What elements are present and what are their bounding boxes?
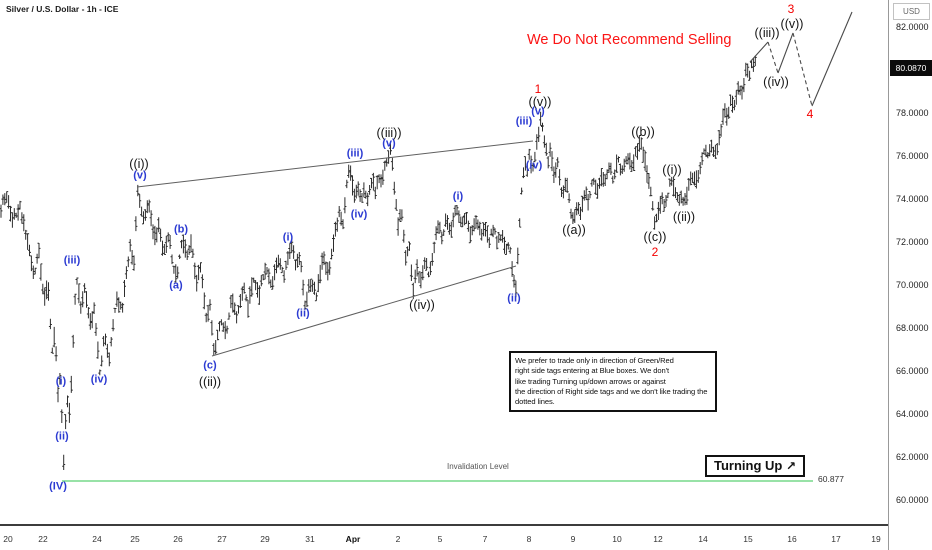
wave-label[interactable]: ((iv))	[763, 74, 789, 89]
price-axis-tick: 64.0000	[896, 409, 929, 419]
time-axis-tick: 19	[871, 534, 881, 544]
projection-dotted-line[interactable]	[792, 32, 813, 107]
time-axis-tick: 27	[217, 534, 227, 544]
wave-label[interactable]: (a)	[169, 279, 183, 292]
time-axis-tick: 17	[831, 534, 841, 544]
time-axis-tick: 20	[3, 534, 13, 544]
time-axis-tick: 29	[260, 534, 270, 544]
time-axis-tick: 16	[787, 534, 797, 544]
annotation-line: We prefer to trade only in direction of …	[515, 356, 674, 365]
turning-up-label: Turning Up	[714, 458, 783, 473]
turning-up-badge[interactable]: Turning Up ↗	[705, 455, 806, 477]
wave-label[interactable]: 2	[651, 245, 659, 259]
price-axis-tick: 68.0000	[896, 323, 929, 333]
time-axis-tick: 7	[482, 534, 488, 544]
wave-label[interactable]: (i)	[452, 190, 464, 203]
price-axis-tick: 82.0000	[896, 22, 929, 32]
annotation-line: like trading Turning up/down arrows or a…	[515, 376, 666, 386]
wave-label[interactable]: (ii)	[507, 292, 521, 305]
wave-label[interactable]: ((c))	[643, 229, 667, 244]
currency-label: USD	[893, 3, 930, 20]
price-axis[interactable]: USD 82.0000 78.0000 76.0000 74.0000 72.0000 7…	[888, 0, 932, 550]
wave-label[interactable]: ((iii))	[754, 25, 780, 40]
time-axis-tick: 26	[173, 534, 183, 544]
time-axis-tick: 12	[653, 534, 663, 544]
projection-line[interactable]	[749, 41, 769, 63]
time-axis-tick: 14	[698, 534, 708, 544]
wave-label[interactable]: (c)	[203, 359, 217, 372]
wave-label[interactable]: 3	[787, 2, 795, 16]
wave-label[interactable]: (ii)	[55, 430, 69, 443]
annotation-line: the direction of Right side tags and we …	[515, 386, 708, 396]
wave-label[interactable]: 4	[806, 107, 814, 121]
time-axis-tick: 31	[305, 534, 315, 544]
price-axis-tick: 70.0000	[896, 280, 929, 290]
price-axis-tick: 78.0000	[896, 108, 929, 118]
wave-label[interactable]: ((ii))	[198, 374, 222, 389]
wave-label[interactable]: (iii)	[515, 115, 533, 128]
current-price-badge: 80.0870	[890, 60, 932, 76]
wave-label[interactable]: ((iv))	[409, 297, 435, 312]
projection-dotted-line[interactable]	[767, 41, 779, 74]
projection-line[interactable]	[811, 11, 853, 107]
wave-label[interactable]: (i)	[282, 231, 294, 244]
wave-label[interactable]: (IV)	[49, 480, 67, 493]
wave-label[interactable]: ((b))	[631, 124, 655, 139]
annotation-box[interactable]: We prefer to trade only in direction of …	[509, 351, 717, 413]
trend-up-arrow-icon: ↗	[785, 459, 797, 473]
wave-label[interactable]: (b)	[173, 223, 189, 236]
wave-label[interactable]: ((iii))	[376, 125, 402, 140]
time-axis-tick: 9	[570, 534, 576, 544]
invalidation-price-label: 60.877	[818, 474, 844, 484]
time-axis-tick: 10	[612, 534, 622, 544]
wave-label[interactable]: (v)	[531, 105, 545, 118]
time-axis-tick: Apr	[345, 534, 361, 544]
warning-text: We Do Not Recommend Selling	[527, 32, 732, 48]
time-axis-tick: 24	[92, 534, 102, 544]
symbol-title: Silver / U.S. Dollar - 1h - ICE	[6, 4, 119, 14]
annotation-lines: We prefer to trade only in direction of …	[515, 356, 711, 407]
wave-label[interactable]: (v)	[382, 137, 396, 150]
wave-label[interactable]: ((i))	[129, 156, 149, 171]
invalidation-level-label: Invalidation Level	[447, 462, 509, 471]
wave-label[interactable]: (v)	[133, 169, 147, 182]
time-axis-tick: 2	[395, 534, 401, 544]
wave-label[interactable]: ((a))	[562, 222, 586, 237]
ohlc-bars	[0, 55, 757, 470]
time-axis-tick: 15	[743, 534, 753, 544]
time-axis-tick: 5	[437, 534, 443, 544]
price-axis-tick: 66.0000	[896, 366, 929, 376]
wave-label[interactable]: ((v))	[528, 94, 552, 109]
time-axis-tick: 25	[130, 534, 140, 544]
wave-label[interactable]: (ii)	[296, 307, 310, 320]
annotation-line: right side tags entering at Blue boxes. …	[515, 366, 669, 376]
wave-label[interactable]: (iii)	[346, 147, 364, 160]
price-axis-tick: 76.0000	[896, 151, 929, 161]
price-axis-tick: 74.0000	[896, 194, 929, 204]
trend-channel-line[interactable]	[136, 140, 534, 188]
price-axis-tick: 60.0000	[896, 495, 929, 505]
wave-label[interactable]: (iv)	[525, 159, 543, 172]
wave-label[interactable]: (iv)	[350, 208, 368, 221]
trend-channel-line[interactable]	[211, 265, 517, 357]
time-axis-tick: 22	[38, 534, 48, 544]
wave-label[interactable]: (iv)	[90, 373, 108, 386]
time-axis[interactable]: 20 22 24 25 26 27 29 31 Apr 2 5 7 8 9 10 12 14 15 16 17 19	[0, 524, 932, 550]
wave-label[interactable]: ((ii))	[672, 209, 696, 224]
time-axis-tick: 8	[526, 534, 532, 544]
price-axis-tick: 62.0000	[896, 452, 929, 462]
annotation-line: dotted lines.	[515, 397, 555, 407]
price-axis-tick: 72.0000	[896, 237, 929, 247]
wave-label[interactable]: (i)	[55, 375, 67, 388]
wave-label[interactable]: 1	[534, 82, 542, 96]
projection-line[interactable]	[777, 32, 794, 74]
wave-label[interactable]: ((v))	[780, 16, 804, 31]
wave-label[interactable]: (iii)	[63, 254, 81, 267]
wave-label[interactable]: ((i))	[662, 162, 682, 177]
